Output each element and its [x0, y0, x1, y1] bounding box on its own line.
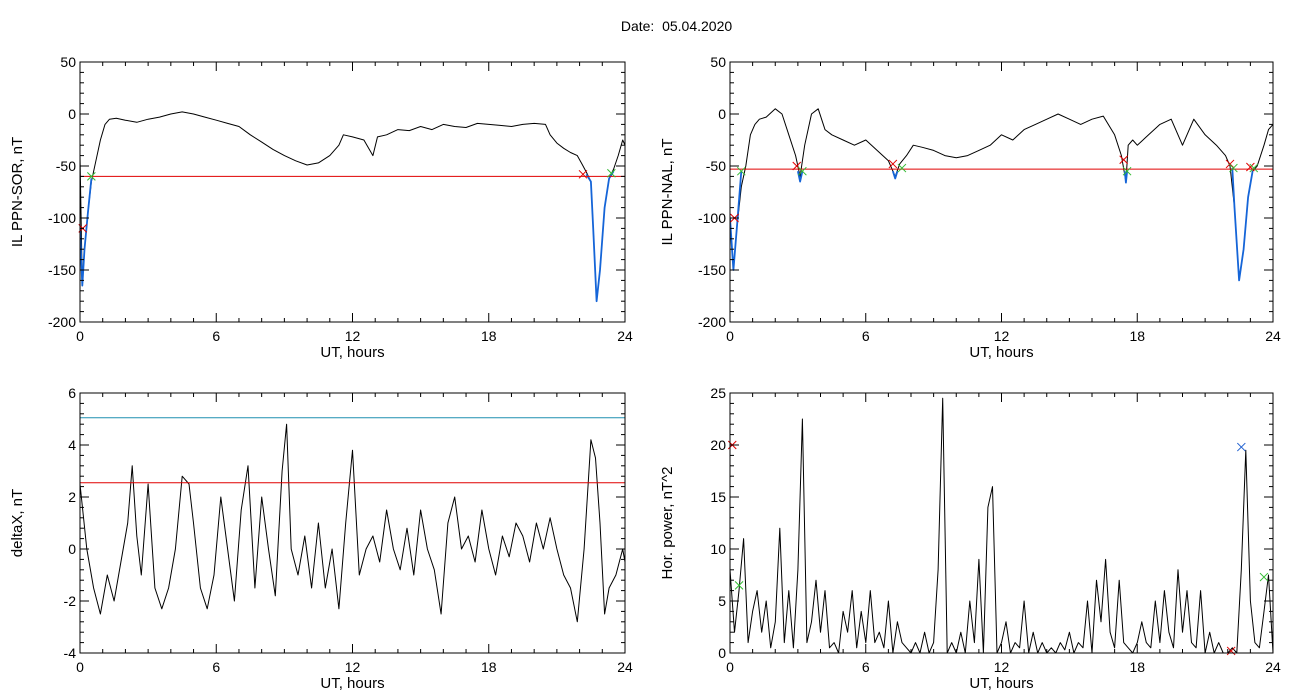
- event-marker-11: [1249, 163, 1259, 173]
- event-marker-10: [1246, 162, 1255, 172]
- plot-frame: [79, 61, 626, 323]
- x-tick-label: 12: [345, 659, 361, 675]
- y-tick-label: 15: [710, 489, 726, 505]
- y-tick-label: 2: [68, 489, 76, 505]
- data-line-0: [80, 111, 625, 302]
- event-marker-2: [578, 169, 588, 179]
- x-tick-label: 12: [994, 659, 1010, 675]
- y-axis-label: Hor. power, nT^2: [659, 467, 676, 580]
- event-line-2: [585, 170, 615, 303]
- event-marker-1: [87, 172, 96, 181]
- event-line-1: [80, 178, 93, 287]
- event-marker-3: [1236, 442, 1246, 452]
- plot-frame: [729, 392, 1274, 654]
- y-tick-label: 50: [710, 54, 726, 70]
- y-axis-label: IL PPN-SOR, nT: [9, 137, 26, 247]
- y-tick-label: -100: [698, 210, 726, 226]
- event-marker-1: [734, 581, 744, 590]
- plot-frame: [79, 392, 626, 654]
- y-tick-label: -100: [48, 210, 76, 226]
- x-tick-label: 6: [212, 659, 220, 675]
- event-marker-9: [1229, 163, 1238, 173]
- x-tick-label: 18: [1129, 328, 1145, 344]
- event-marker-1: [736, 166, 746, 176]
- event-marker-6: [1119, 155, 1129, 165]
- y-tick-label: 0: [68, 106, 76, 122]
- y-tick-label: 5: [718, 593, 726, 609]
- series-group: [80, 111, 625, 303]
- y-tick-label: -4: [64, 645, 77, 661]
- event-marker-8: [1225, 159, 1235, 169]
- y-tick-label: -150: [698, 262, 726, 278]
- x-axis-label: UT, hours: [320, 344, 384, 361]
- chart-sor: 0 6 12 18 24 -200 -150 -100 -50 0 50 UT, hours IL PP…: [9, 54, 633, 361]
- y-tick-label: 4: [68, 437, 76, 453]
- y-tick-label: 20: [710, 437, 726, 453]
- x-tick-label: 24: [1265, 328, 1281, 344]
- event-marker-7: [1122, 166, 1132, 176]
- y-tick-label: -2: [64, 593, 77, 609]
- event-line-1: [730, 171, 743, 271]
- y-axis-label: deltaX, nT: [9, 489, 26, 557]
- y-tick-label: 50: [60, 54, 76, 70]
- y-tick-label: -150: [48, 262, 76, 278]
- y-tick-label: -50: [56, 158, 76, 174]
- chart-power: 0 6 12 18 24 0 5 10 15 20 25 UT, hours Hor. power, n…: [659, 385, 1281, 692]
- y-tick-label: 10: [710, 541, 726, 557]
- event-line-4: [1123, 171, 1128, 184]
- x-tick-label: 18: [1129, 659, 1145, 675]
- data-line-0: [730, 108, 1273, 281]
- x-tick-label: 18: [481, 328, 497, 344]
- x-tick-label: 0: [726, 328, 734, 344]
- y-tick-label: 0: [718, 106, 726, 122]
- event-line-5: [1231, 168, 1254, 282]
- chart-nal: 0 6 12 18 24 -200 -150 -100 -50 0 50 UT, hours IL PP…: [659, 54, 1281, 361]
- event-marker-4: [1259, 572, 1269, 582]
- y-tick-label: 25: [710, 385, 726, 401]
- x-tick-label: 6: [862, 659, 870, 675]
- x-axis-label: UT, hours: [969, 675, 1033, 692]
- y-tick-label: 6: [68, 385, 76, 401]
- event-marker-5: [897, 163, 907, 173]
- x-tick-label: 6: [212, 328, 220, 344]
- x-tick-label: 12: [994, 328, 1010, 344]
- series-group: [730, 108, 1273, 282]
- x-tick-label: 6: [862, 328, 870, 344]
- data-line-0: [80, 423, 625, 623]
- event-marker-3: [798, 166, 807, 176]
- event-marker-4: [888, 159, 898, 169]
- series-group: [80, 417, 625, 623]
- y-axis-label: IL PPN-NAL, nT: [659, 139, 676, 246]
- plot-frame: [729, 61, 1274, 323]
- event-marker-2: [1226, 646, 1236, 656]
- y-tick-label: 0: [68, 541, 76, 557]
- event-marker-3: [607, 168, 616, 178]
- x-tick-label: 24: [1265, 659, 1281, 675]
- event-line-3: [892, 170, 899, 180]
- data-line-0: [730, 397, 1273, 654]
- x-tick-label: 24: [617, 328, 633, 344]
- series-group: [730, 392, 1273, 654]
- x-tick-label: 18: [481, 659, 497, 675]
- x-tick-label: 0: [726, 659, 734, 675]
- x-tick-label: 0: [76, 328, 84, 344]
- x-tick-label: 12: [345, 328, 361, 344]
- page-title: Date: 05.04.2020: [620, 18, 733, 34]
- y-tick-label: 0: [718, 645, 726, 661]
- y-tick-label: -200: [698, 314, 726, 330]
- y-tick-label: -200: [48, 314, 76, 330]
- x-tick-label: 0: [76, 659, 84, 675]
- x-axis-label: UT, hours: [320, 675, 384, 692]
- x-tick-label: 24: [617, 659, 633, 675]
- y-tick-label: -50: [706, 158, 726, 174]
- x-axis-label: UT, hours: [969, 344, 1033, 361]
